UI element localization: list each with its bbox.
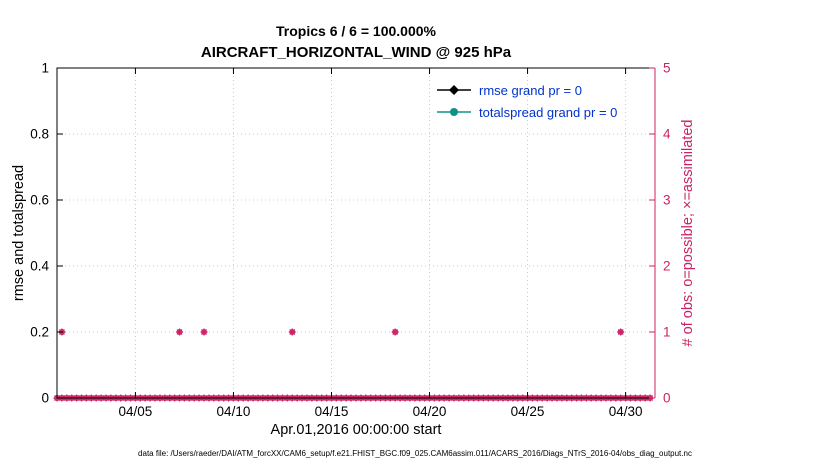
tick-marks <box>57 67 655 399</box>
rmse-line-swatch <box>437 85 471 95</box>
chart-title-line2: AIRCRAFT_HORIZONTAL_WIND @ 925 hPa <box>200 44 512 61</box>
svg-text:4: 4 <box>663 127 671 142</box>
legend-label-rmse: rmse grand pr = 0 <box>479 82 582 98</box>
svg-text:0.8: 0.8 <box>30 127 49 142</box>
svg-text:04/05: 04/05 <box>119 404 153 419</box>
obs-markers <box>53 328 654 402</box>
svg-text:1: 1 <box>663 325 671 340</box>
svg-text:04/15: 04/15 <box>315 404 349 419</box>
svg-text:2: 2 <box>663 259 671 274</box>
chart-title-line1: Tropics 6 / 6 = 100.000% <box>276 23 436 39</box>
svg-text:04/25: 04/25 <box>511 404 545 419</box>
totalspread-line-swatch <box>437 108 471 116</box>
data-file-caption: data file: /Users/raeder/DAI/ATM_forcXX/… <box>138 449 692 458</box>
svg-text:5: 5 <box>663 61 671 76</box>
svg-text:04/30: 04/30 <box>609 404 643 419</box>
svg-text:0: 0 <box>663 391 671 406</box>
svg-text:0.2: 0.2 <box>30 325 49 340</box>
svg-text:0.4: 0.4 <box>30 259 49 274</box>
svg-text:3: 3 <box>663 193 671 208</box>
tick-labels: 04/05 04/10 04/15 04/20 04/25 04/30 0 0.2 0.4 0.6… <box>30 61 671 420</box>
svg-text:1: 1 <box>41 61 49 76</box>
axes <box>56 67 656 399</box>
legend-item-totalspread: totalspread grand pr = 0 <box>436 101 617 123</box>
svg-text:0: 0 <box>41 391 49 406</box>
svg-text:0.6: 0.6 <box>30 193 49 208</box>
x-axis-label: Apr.01,2016 00:00:00 start <box>270 422 442 438</box>
svg-text:04/10: 04/10 <box>217 404 251 419</box>
legend-item-rmse: rmse grand pr = 0 <box>436 79 617 101</box>
legend-label-totalspread: totalspread grand pr = 0 <box>479 104 618 120</box>
svg-text:04/20: 04/20 <box>413 404 447 419</box>
legend: rmse grand pr = 0 totalspread grand pr =… <box>436 79 617 123</box>
